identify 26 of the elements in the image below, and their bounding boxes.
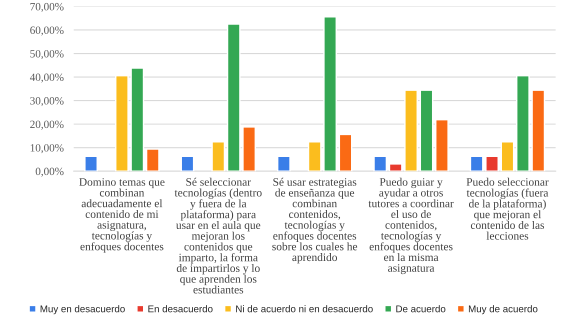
- y-tick-label: 70,00%: [30, 2, 64, 12]
- category-label: Sé seleccionar tecnologías (dentro y fuera de la plataforma) para usar en el aula que mejoran los contenidos que imparto, la forma de impartirlos y lo que aprenden los estudiantes: [174, 178, 262, 294]
- bar: [84, 156, 98, 172]
- y-tick-label: 20,00%: [30, 120, 64, 130]
- bar: [226, 23, 241, 172]
- bar: [211, 141, 226, 172]
- bar: [276, 156, 291, 172]
- x-tick-label: Puedo seleccionar tecnologías (fuera de la plataforma) que mejoran el contenido de las lecciones: [466, 178, 549, 240]
- legend-label: Muy en desacuerdo: [40, 305, 125, 314]
- y-tick-label: 0,00%: [36, 168, 64, 177]
- x-tick-label: Sé usar estrategias de enseñanza que combinan contenidos, tecnologías y enfoques docentes sobre los cuales he aprendido: [272, 178, 358, 264]
- legend-label: Muy de acuerdo: [468, 305, 538, 314]
- legend-label: Ni de acuerdo ni en desacuerdo: [236, 305, 373, 312]
- bar: [180, 156, 194, 172]
- legend-label: En desacuerdo: [148, 305, 213, 312]
- bar: [242, 126, 256, 172]
- y-tick-label: 50,00%: [30, 50, 64, 60]
- y-tick-label: 40,00%: [30, 74, 64, 83]
- y-tick-label: 10,00%: [30, 144, 64, 154]
- y-tick-label: 60,00%: [30, 26, 64, 36]
- x-tick-label: Domino temas que combinan adecuadamente el contenido de mi asignatura, tecnologías y enfoques docentes: [79, 178, 165, 253]
- bar: [146, 148, 160, 172]
- legend-label: De acuerdo: [396, 305, 446, 312]
- bar: [373, 156, 388, 172]
- category-label: Puedo guiar y ayudar a otros tutores a coordinar el uso de contenidos, tecnologías y enfoques docentes en la misma asignatura: [368, 178, 454, 274]
- y-tick-label: 30,00%: [30, 97, 64, 106]
